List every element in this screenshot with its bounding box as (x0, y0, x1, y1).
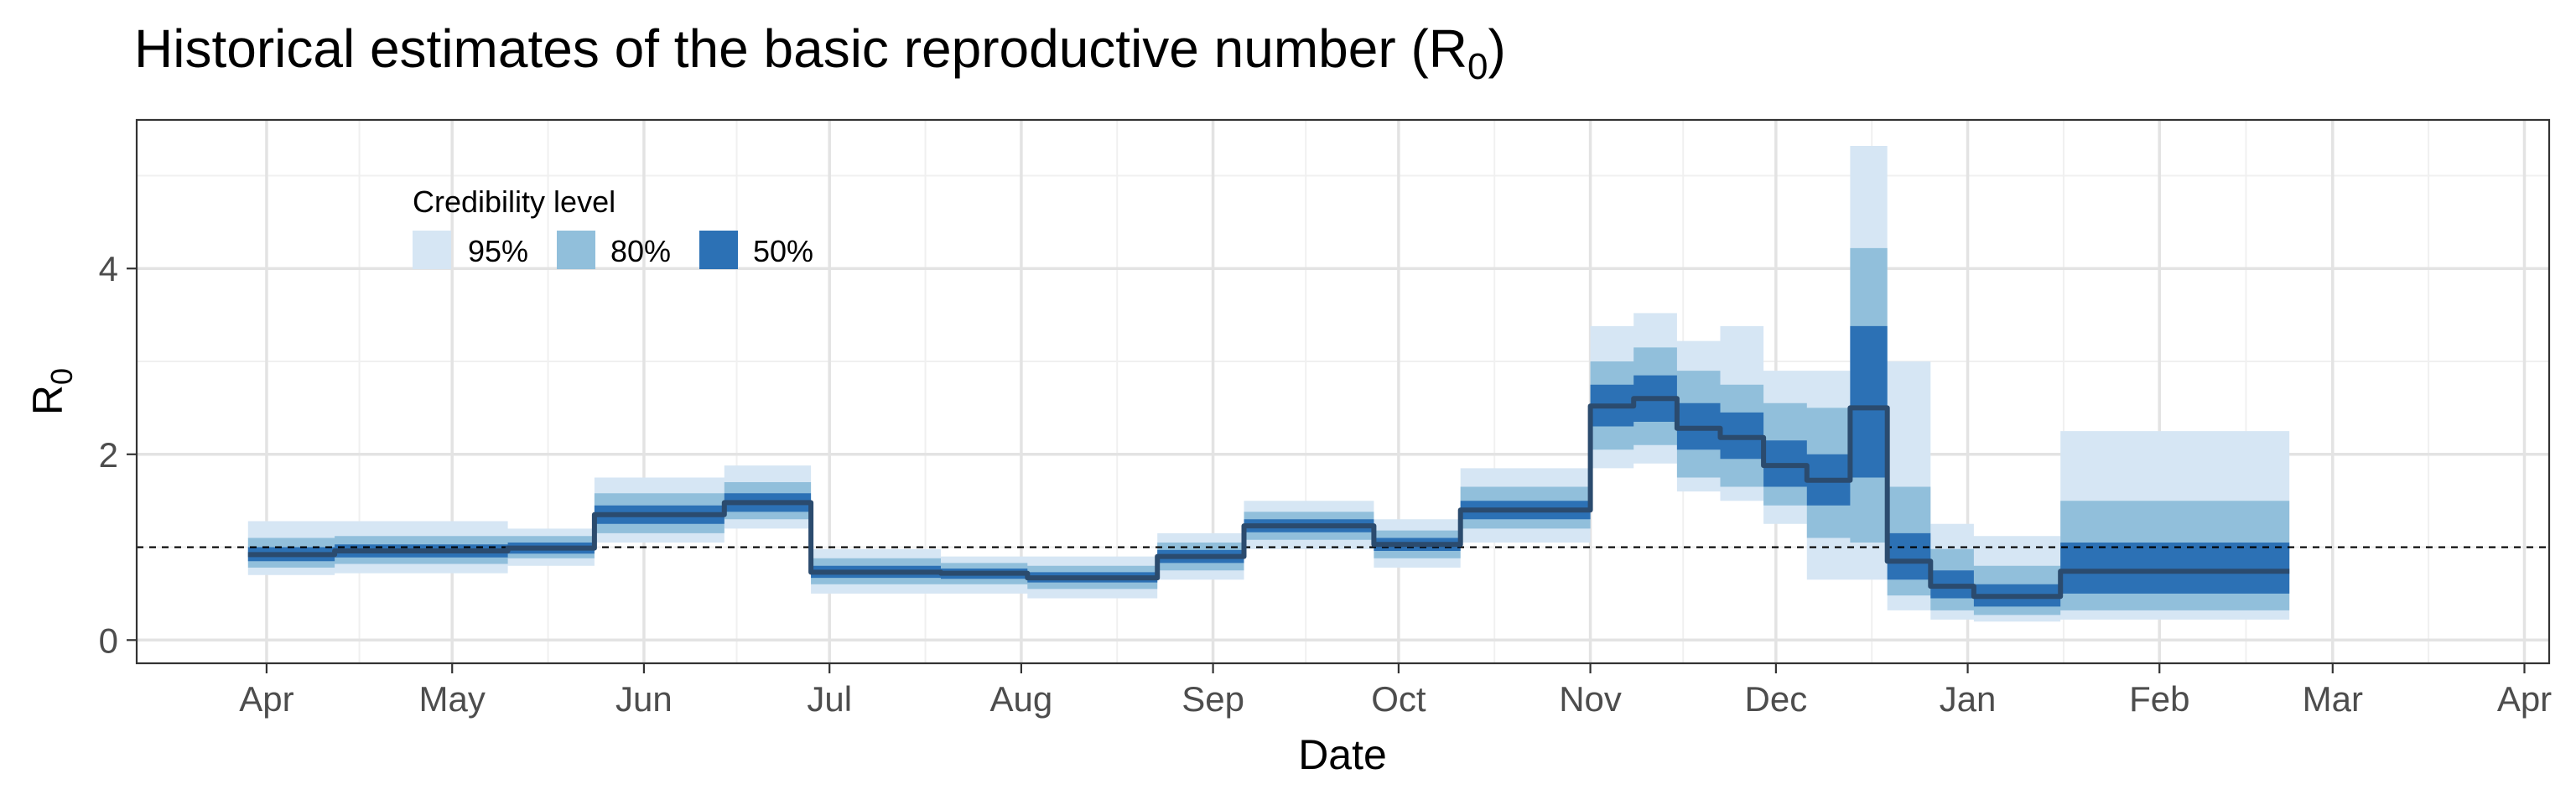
axes: Apr May Jun Jul Aug Sep Oct Nov Dec Jan Feb Mar Apr 0… (99, 249, 2553, 719)
y-axis-title-main: R (24, 385, 71, 415)
y-axis-title: R0 (24, 368, 79, 415)
legend-label-95: 95% (468, 234, 528, 268)
x-axis-title: Date (1298, 731, 1387, 778)
x-tick-label: Dec (1745, 679, 1808, 719)
chart-title-main: Historical estimates of the basic reprod… (134, 18, 1467, 79)
legend-label-80: 80% (610, 234, 671, 268)
legend-key-80 (557, 231, 595, 269)
legend-label-50: 50% (753, 234, 813, 268)
plot-panel-border (135, 118, 2551, 665)
x-tick-label: Nov (1559, 679, 1622, 719)
y-tick-label: 0 (99, 621, 118, 660)
x-tick-label: Aug (990, 679, 1053, 719)
chart-title: Historical estimates of the basic reprod… (134, 18, 1506, 87)
median-line-group (247, 396, 2290, 600)
x-tick-label: Feb (2129, 679, 2189, 719)
x-tick-label: Oct (1371, 679, 1426, 719)
x-tick-label: Jul (807, 679, 852, 719)
band-50 (247, 325, 2290, 607)
x-tick-label: Apr (2497, 679, 2552, 719)
x-tick-label: Mar (2303, 679, 2363, 719)
legend: Credibility level 95% 80% 50% (413, 184, 813, 269)
x-tick-label: Apr (239, 679, 293, 719)
chart-title-suffix: ) (1488, 18, 1505, 79)
x-tick-label: Sep (1182, 679, 1244, 719)
y-tick-label: 2 (99, 435, 118, 475)
y-axis-title-subscript: 0 (44, 368, 79, 385)
x-tick-label: May (419, 679, 486, 719)
legend-key-50 (699, 231, 738, 269)
x-tick-label: Jan (1940, 679, 1997, 719)
median-line (247, 396, 2290, 600)
legend-title: Credibility level (413, 184, 615, 219)
x-tick-label: Jun (615, 679, 673, 719)
y-tick-label: 4 (99, 249, 118, 288)
chart-title-subscript: 0 (1467, 46, 1488, 87)
legend-key-95 (413, 231, 451, 269)
